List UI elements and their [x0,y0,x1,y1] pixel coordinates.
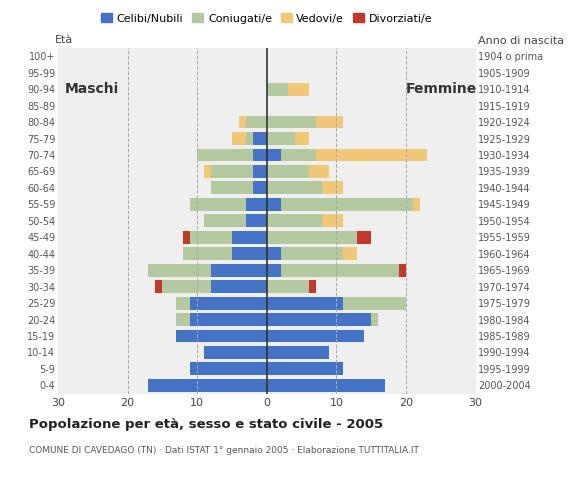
Bar [204,346,267,359]
Bar [211,280,267,293]
Bar [267,297,343,310]
Bar [267,148,281,161]
Bar [253,132,267,145]
Bar [183,247,232,260]
Bar [316,116,343,129]
Bar [267,330,364,342]
Bar [267,181,322,194]
Bar [267,215,322,227]
Bar [309,280,316,293]
Text: Femmine: Femmine [406,82,477,96]
Bar [190,362,267,375]
Text: Maschi: Maschi [65,82,119,96]
Bar [267,313,371,326]
Legend: Celibi/Nubili, Coniugati/e, Vedovi/e, Divorziati/e: Celibi/Nubili, Coniugati/e, Vedovi/e, Di… [97,9,437,28]
Bar [197,148,253,161]
Bar [322,215,343,227]
Bar [253,181,267,194]
Bar [183,231,190,244]
Bar [176,313,190,326]
Bar [267,362,343,375]
Bar [267,132,295,145]
Bar [232,231,267,244]
Bar [281,198,413,211]
Bar [281,264,399,276]
Bar [246,215,267,227]
Bar [190,297,267,310]
Bar [148,379,267,392]
Bar [190,313,267,326]
Bar [211,264,267,276]
Bar [176,330,267,342]
Bar [267,280,309,293]
Bar [371,313,378,326]
Text: Anno di nascita: Anno di nascita [478,36,564,46]
Bar [343,297,406,310]
Bar [267,346,329,359]
Bar [246,198,267,211]
Bar [267,247,281,260]
Bar [295,132,309,145]
Bar [309,165,329,178]
Bar [267,379,385,392]
Bar [267,165,309,178]
Bar [176,297,190,310]
Bar [357,231,371,244]
Bar [148,264,211,276]
Bar [232,132,246,145]
Text: COMUNE DI CAVEDAGO (TN) · Dati ISTAT 1° gennaio 2005 · Elaborazione TUTTITALIA.I: COMUNE DI CAVEDAGO (TN) · Dati ISTAT 1° … [29,446,419,456]
Bar [281,247,343,260]
Bar [204,215,246,227]
Bar [288,83,309,96]
Bar [190,198,246,211]
Bar [267,198,281,211]
Bar [190,231,232,244]
Text: Popolazione per età, sesso e stato civile - 2005: Popolazione per età, sesso e stato civil… [29,418,383,431]
Bar [316,148,427,161]
Bar [267,116,316,129]
Bar [343,247,357,260]
Bar [211,181,253,194]
Bar [281,148,316,161]
Bar [246,132,253,145]
Text: Età: Età [55,35,72,45]
Bar [413,198,420,211]
Bar [211,165,253,178]
Bar [399,264,406,276]
Bar [239,116,246,129]
Bar [155,280,162,293]
Bar [162,280,211,293]
Bar [246,116,267,129]
Bar [322,181,343,194]
Bar [232,247,267,260]
Bar [267,231,357,244]
Bar [253,148,267,161]
Bar [267,83,288,96]
Bar [253,165,267,178]
Bar [267,264,281,276]
Bar [204,165,211,178]
